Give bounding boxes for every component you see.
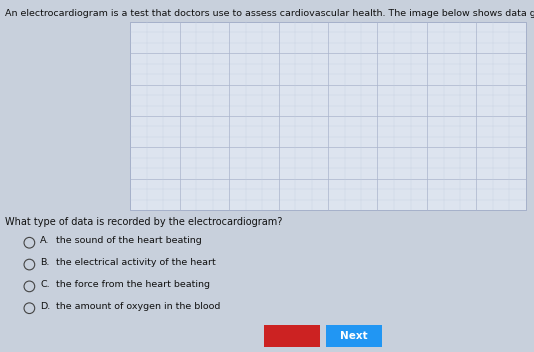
Text: the amount of oxygen in the blood: the amount of oxygen in the blood	[56, 302, 221, 311]
Text: B.: B.	[40, 258, 50, 267]
Text: C.: C.	[40, 280, 50, 289]
Text: An electrocardiogram is a test that doctors use to assess cardiovascular health.: An electrocardiogram is a test that doct…	[5, 9, 534, 18]
Text: the electrical activity of the heart: the electrical activity of the heart	[56, 258, 216, 267]
Text: A.: A.	[40, 237, 50, 245]
Text: What type of data is recorded by the electrocardiogram?: What type of data is recorded by the ele…	[5, 217, 282, 227]
Text: the sound of the heart beating: the sound of the heart beating	[56, 237, 202, 245]
Text: the force from the heart beating: the force from the heart beating	[56, 280, 210, 289]
Text: Next: Next	[340, 331, 367, 341]
Text: D.: D.	[40, 302, 50, 311]
